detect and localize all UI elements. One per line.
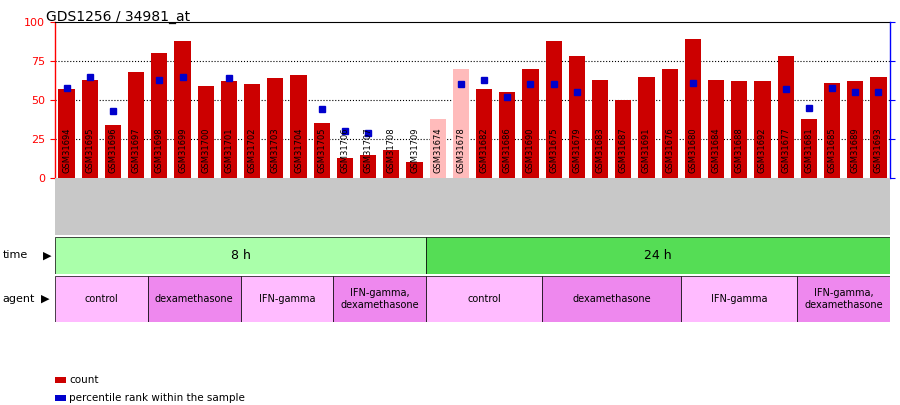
Bar (360, 155, 376, 178)
Bar (55, 276, 148, 322)
Text: agent: agent (3, 294, 35, 304)
Bar (545, 41, 562, 178)
Bar (754, 81, 770, 178)
Bar (220, 81, 237, 178)
Bar (426, 237, 890, 274)
Bar (476, 89, 492, 178)
Bar (500, 92, 516, 178)
Bar (824, 83, 840, 178)
Text: IFN-gamma: IFN-gamma (258, 294, 315, 304)
Bar (778, 56, 794, 178)
Bar (383, 150, 400, 178)
Bar (291, 75, 307, 178)
Text: dexamethasone: dexamethasone (572, 294, 651, 304)
Bar (429, 119, 445, 178)
Text: 24 h: 24 h (644, 249, 672, 262)
Bar (801, 119, 817, 178)
Bar (426, 276, 542, 322)
Bar (797, 276, 890, 322)
Bar (542, 276, 681, 322)
Bar (569, 56, 585, 178)
Text: IFN-gamma,
dexamethasone: IFN-gamma, dexamethasone (340, 288, 419, 310)
Bar (55, 237, 426, 274)
Text: time: time (3, 251, 28, 260)
Bar (244, 84, 260, 178)
Bar (267, 78, 284, 178)
Text: 8 h: 8 h (230, 249, 250, 262)
Text: GDS1256 / 34981_at: GDS1256 / 34981_at (46, 10, 190, 24)
Bar (313, 124, 330, 178)
Text: ▶: ▶ (43, 251, 51, 260)
Bar (128, 72, 144, 178)
Bar (662, 69, 678, 178)
Text: IFN-gamma,
dexamethasone: IFN-gamma, dexamethasone (805, 288, 883, 310)
Bar (198, 86, 214, 178)
Bar (148, 276, 240, 322)
Text: percentile rank within the sample: percentile rank within the sample (69, 393, 246, 403)
Text: count: count (69, 375, 99, 385)
Bar (638, 77, 654, 178)
Bar (337, 158, 353, 178)
Bar (870, 77, 886, 178)
Bar (731, 81, 747, 178)
Bar (407, 162, 423, 178)
Text: dexamethasone: dexamethasone (155, 294, 233, 304)
Bar (708, 80, 725, 178)
Text: ▶: ▶ (40, 294, 49, 304)
Bar (681, 276, 797, 322)
Bar (105, 125, 122, 178)
Bar (592, 80, 608, 178)
Bar (151, 53, 167, 178)
Bar (175, 41, 191, 178)
Text: control: control (85, 294, 118, 304)
Bar (240, 276, 333, 322)
Bar (82, 80, 98, 178)
Bar (58, 89, 75, 178)
Bar (522, 69, 538, 178)
Text: control: control (467, 294, 501, 304)
Bar (333, 276, 426, 322)
Bar (453, 69, 469, 178)
Bar (615, 100, 632, 178)
Bar (685, 39, 701, 178)
Text: IFN-gamma: IFN-gamma (711, 294, 768, 304)
Bar (847, 81, 863, 178)
